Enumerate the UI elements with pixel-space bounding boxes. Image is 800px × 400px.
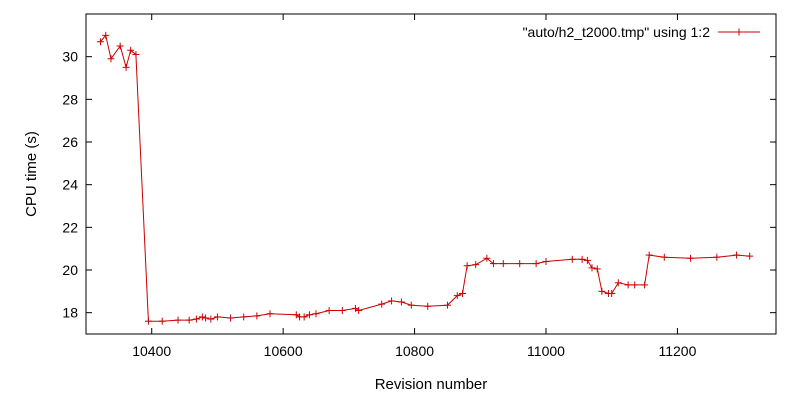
x-tick-label: 10600 [264,343,303,359]
data-point [305,311,313,319]
data-point [102,31,110,39]
data-point [192,315,200,323]
y-tick-label: 20 [62,262,78,278]
data-point [213,313,221,321]
data-point [453,292,461,300]
y-axis-title: CPU time (s) [23,131,40,217]
data-point [207,315,215,323]
data-point [593,265,601,273]
data-point [355,307,363,315]
data-point [472,261,480,269]
data-point [713,253,721,261]
data-point [174,316,182,324]
data-point [202,314,210,322]
data-point [489,260,497,268]
series-layer [96,31,754,325]
data-point [746,252,754,260]
data-point [624,281,632,289]
data-point [463,262,471,270]
series-line [100,34,750,322]
data-point [542,257,550,265]
data-point [122,63,130,71]
x-axis-title: Revision number [375,376,488,393]
legend-marker [735,28,743,36]
data-point [407,301,415,309]
data-point [641,281,649,289]
data-point [516,260,524,268]
legend-label: "auto/h2_t2000.tmp" using 1:2 [523,24,711,40]
data-point [598,287,606,295]
data-point [378,300,386,308]
data-point [253,312,261,320]
axis-tick-labels: 10400 10600 10800 11000 11200 18 20 22 24 26 28 30 [62,49,696,359]
data-point [588,264,596,272]
data-point [397,298,405,306]
data-point [733,251,741,259]
data-point [325,307,333,315]
data-point [499,260,507,268]
x-tick-label: 10800 [395,343,434,359]
data-point [116,42,124,50]
legend: "auto/h2_t2000.tmp" using 1:2 [523,24,760,40]
data-point [198,313,206,321]
data-point [459,289,467,297]
y-tick-label: 24 [62,177,78,193]
data-point [687,254,695,262]
data-point [107,55,115,63]
y-tick-label: 26 [62,134,78,150]
data-point [578,255,586,263]
data-point [240,313,248,321]
data-point [300,313,308,321]
data-point [266,310,274,318]
legend-sample [718,28,760,36]
data-point [645,251,653,259]
data-point [96,38,104,46]
data-point [158,317,166,325]
data-point [424,302,432,310]
data-point [127,46,135,54]
y-tick-label: 22 [62,219,78,235]
data-point [660,253,668,261]
data-point [338,307,346,315]
y-tick-label: 18 [62,305,78,321]
x-tick-label: 11200 [658,343,696,359]
data-point [185,316,193,324]
data-point [144,317,152,325]
x-tick-label: 11000 [527,343,565,359]
data-point [608,289,616,297]
x-tick-label: 10400 [132,343,171,359]
data-point [583,256,591,264]
data-point [312,310,320,318]
data-point [388,297,396,305]
data-point [483,254,491,262]
data-point [568,255,576,263]
y-tick-label: 30 [62,49,78,65]
data-point [132,51,140,59]
data-point [532,260,540,268]
data-point [631,281,639,289]
axis-ticks [86,14,776,334]
data-point [443,301,451,309]
data-point [614,279,622,287]
data-point [227,314,235,322]
y-tick-label: 28 [62,91,78,107]
plot-frame [85,13,777,335]
